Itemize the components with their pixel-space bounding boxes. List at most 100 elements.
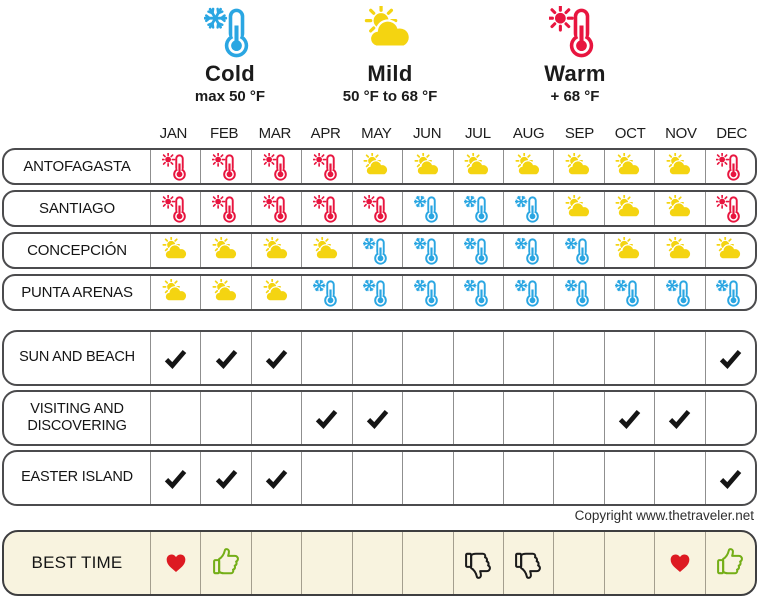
city-row: PUNTA ARENAS <box>2 274 757 311</box>
activity-cell-jan <box>150 332 200 384</box>
activity-cell-may <box>351 332 402 384</box>
activity-cell-jun <box>402 392 452 444</box>
activity-cell-feb <box>200 452 250 504</box>
activity-cell-aug <box>502 452 553 504</box>
mild-icon <box>262 278 291 307</box>
climate-cell-apr <box>301 234 351 267</box>
activity-label: SUN AND BEACH <box>19 349 135 366</box>
climate-cell-jan <box>150 234 200 267</box>
climate-legend: Cold max 50 °F Mild 50 °F to 68 °F Warm … <box>0 0 759 122</box>
activity-cell-may <box>351 392 402 444</box>
climate-cell-feb <box>200 192 250 225</box>
legend-item-cold: Cold max 50 °F <box>145 4 315 105</box>
activity-cell-apr <box>301 332 351 384</box>
check-icon <box>264 346 289 371</box>
cold-icon <box>565 237 593 265</box>
cold-icon <box>413 195 442 223</box>
climate-cell-aug <box>502 150 553 183</box>
climate-cell-dec <box>704 276 755 309</box>
activity-label: VISITING AND DISCOVERING <box>27 400 127 434</box>
activity-cell-jul <box>452 392 503 444</box>
climate-cell-nov <box>654 276 704 309</box>
legend-mild-range: 50 °F to 68 °F <box>342 88 438 105</box>
check-icon <box>365 406 390 431</box>
activity-cell-sep <box>553 332 603 384</box>
best-time-cell-feb <box>200 532 250 594</box>
climate-cell-sep <box>553 276 603 309</box>
month-header-may: MAY <box>361 125 392 142</box>
month-header-oct: OCT <box>614 125 646 142</box>
activity-cell-apr <box>301 452 351 504</box>
legend-mild-label: Mild <box>367 61 413 86</box>
best-time-cell-may <box>351 532 402 594</box>
climate-cell-jan <box>150 276 200 309</box>
cold-icon <box>514 237 543 265</box>
climate-cell-jan <box>150 192 200 225</box>
month-header-jan: JAN <box>159 125 188 142</box>
climate-cell-feb <box>200 234 250 267</box>
warm-icon <box>161 152 190 181</box>
activity-cell-jun <box>402 452 452 504</box>
activity-cell-sep <box>553 392 603 444</box>
activity-cell-oct <box>603 452 654 504</box>
climate-cell-may <box>351 150 402 183</box>
climate-cell-jun <box>402 150 452 183</box>
warm-icon <box>212 194 240 223</box>
activity-cell-oct <box>603 332 654 384</box>
best-time-cell-nov <box>654 532 704 594</box>
city-row: ANTOFAGASTA <box>2 148 757 185</box>
mild-icon <box>666 194 694 223</box>
warm-icon <box>212 152 240 181</box>
activity-cell-may <box>351 452 402 504</box>
activity-cell-feb <box>200 392 250 444</box>
climate-cell-oct <box>603 192 654 225</box>
activity-cell-dec <box>704 392 755 444</box>
best-time-cell-oct <box>603 532 654 594</box>
mild-icon <box>162 278 190 307</box>
warm-icon <box>490 4 660 58</box>
check-icon <box>314 406 339 431</box>
activity-cell-jan <box>150 392 200 444</box>
month-header-jul: JUL <box>464 125 491 142</box>
cold-icon <box>514 279 543 307</box>
month-header-mar: MAR <box>258 125 292 142</box>
month-header-spacer <box>2 125 148 142</box>
mild-icon <box>565 152 593 181</box>
heart-icon <box>163 550 189 576</box>
cold-icon <box>716 279 744 307</box>
legend-cold-range: max 50 °F <box>194 88 266 105</box>
warm-icon <box>312 194 341 223</box>
climate-cell-jun <box>402 234 452 267</box>
activity-row: SUN AND BEACH <box>2 330 757 386</box>
activity-cell-nov <box>654 452 704 504</box>
climate-cell-oct <box>603 276 654 309</box>
climate-cell-jul <box>452 192 503 225</box>
city-climate-table: ANTOFAGASTA SANTIAGO CONCEPCIÓN PUNTA ARENA… <box>2 148 757 311</box>
best-time-cell-sep <box>553 532 603 594</box>
mild-icon <box>414 152 442 181</box>
climate-cell-may <box>351 192 402 225</box>
cold-icon <box>464 237 492 265</box>
cold-icon <box>363 279 391 307</box>
check-icon <box>163 466 188 491</box>
best-time-cell-jul <box>452 532 503 594</box>
thumbs-up-icon <box>715 547 746 579</box>
activity-cell-apr <box>301 392 351 444</box>
climate-cell-dec <box>704 192 755 225</box>
mild-icon <box>162 236 190 265</box>
activity-row: EASTER ISLAND <box>2 450 757 506</box>
activity-cell-nov <box>654 392 704 444</box>
activity-cell-aug <box>502 332 553 384</box>
cold-icon <box>145 4 315 58</box>
climate-cell-nov <box>654 150 704 183</box>
activity-cell-sep <box>553 452 603 504</box>
legend-item-warm: Warm + 68 °F <box>490 4 660 105</box>
mild-icon <box>666 152 694 181</box>
check-icon <box>163 346 188 371</box>
mild-icon <box>363 152 391 181</box>
cold-icon <box>464 195 492 223</box>
activity-cell-feb <box>200 332 250 384</box>
best-time-cell-jan <box>150 532 200 594</box>
cold-icon <box>413 279 442 307</box>
mild-icon <box>515 152 543 181</box>
